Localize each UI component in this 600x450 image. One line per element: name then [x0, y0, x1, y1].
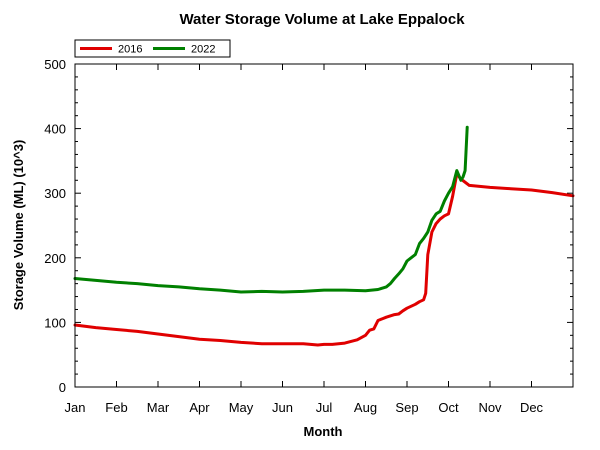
- y-axis-label: Storage Volume (ML) (10^3): [11, 140, 26, 311]
- x-axis-label: Month: [304, 424, 343, 439]
- series-line-2022: [73, 125, 469, 294]
- x-tick-label: Jan: [65, 400, 86, 415]
- y-tick-label: 0: [59, 380, 66, 395]
- chart-title: Water Storage Volume at Lake Eppalock: [179, 11, 465, 28]
- x-tick-label: Jul: [316, 400, 333, 415]
- x-tick-label: Oct: [438, 400, 459, 415]
- legend: 2016 2022: [74, 39, 231, 58]
- y-tick-label: 200: [44, 251, 66, 266]
- x-tick-label: Mar: [147, 400, 170, 415]
- x-tick-label: May: [229, 400, 254, 415]
- legend-box: [74, 39, 231, 58]
- legend-label-2016: 2016: [118, 44, 142, 56]
- x-tick-label: Nov: [478, 400, 502, 415]
- plot-frame: [74, 63, 574, 388]
- x-tick-label: Feb: [105, 400, 127, 415]
- x-tick-label: Apr: [189, 400, 210, 415]
- x-tick-label: Sep: [395, 400, 418, 415]
- x-axis-ticks: Jan Feb Mar Apr May Jun Jul Aug Sep Oct Nov Dec: [65, 64, 544, 415]
- x-tick-label: Aug: [354, 400, 377, 415]
- legend-label-2022: 2022: [191, 44, 215, 56]
- series-lines: [73, 125, 575, 347]
- y-tick-label: 500: [44, 57, 66, 72]
- y-tick-label: 300: [44, 186, 66, 201]
- x-tick-label: Dec: [520, 400, 544, 415]
- y-axis-ticks: 0 100 200 300 400 500: [44, 57, 573, 395]
- y-tick-label: 100: [44, 315, 66, 330]
- x-tick-label: Jun: [272, 400, 293, 415]
- y-tick-label: 400: [44, 122, 66, 137]
